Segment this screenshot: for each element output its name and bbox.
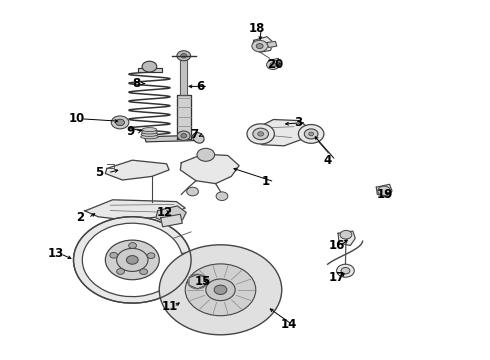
- Ellipse shape: [193, 132, 204, 143]
- Circle shape: [341, 267, 350, 274]
- Circle shape: [193, 278, 202, 285]
- Polygon shape: [145, 135, 201, 142]
- Polygon shape: [338, 231, 355, 246]
- Circle shape: [252, 40, 268, 52]
- Polygon shape: [180, 60, 187, 95]
- Circle shape: [197, 148, 215, 161]
- Circle shape: [110, 252, 118, 258]
- Text: 7: 7: [190, 129, 198, 141]
- Wedge shape: [74, 217, 190, 303]
- Ellipse shape: [141, 135, 158, 139]
- Polygon shape: [376, 184, 392, 197]
- Text: 8: 8: [132, 77, 141, 90]
- Circle shape: [129, 243, 137, 248]
- Circle shape: [105, 240, 159, 280]
- Polygon shape: [105, 160, 169, 180]
- Polygon shape: [189, 274, 206, 289]
- Text: 12: 12: [157, 206, 173, 219]
- Circle shape: [147, 253, 155, 258]
- Text: 6: 6: [196, 80, 204, 93]
- Ellipse shape: [141, 132, 158, 136]
- Circle shape: [304, 129, 318, 139]
- Circle shape: [258, 132, 264, 136]
- Polygon shape: [156, 206, 186, 224]
- Circle shape: [111, 116, 129, 129]
- Text: 1: 1: [262, 175, 270, 188]
- Circle shape: [181, 54, 187, 58]
- Circle shape: [253, 128, 269, 140]
- Circle shape: [117, 248, 148, 271]
- Polygon shape: [177, 95, 191, 139]
- Circle shape: [378, 186, 391, 195]
- Circle shape: [142, 61, 157, 72]
- Polygon shape: [180, 154, 239, 184]
- Text: 9: 9: [126, 125, 135, 138]
- Polygon shape: [250, 120, 311, 146]
- Polygon shape: [84, 200, 185, 220]
- Circle shape: [206, 279, 235, 301]
- Polygon shape: [161, 214, 182, 227]
- Text: 3: 3: [294, 116, 302, 129]
- Text: 2: 2: [76, 211, 84, 224]
- Text: 4: 4: [323, 154, 332, 167]
- Circle shape: [159, 245, 282, 335]
- Circle shape: [340, 230, 352, 239]
- Text: 14: 14: [280, 318, 296, 331]
- Polygon shape: [267, 41, 277, 48]
- Circle shape: [214, 285, 227, 294]
- Circle shape: [177, 131, 190, 140]
- Polygon shape: [267, 58, 280, 69]
- Circle shape: [298, 125, 324, 143]
- Text: 19: 19: [376, 188, 392, 201]
- Text: 10: 10: [69, 112, 85, 125]
- Text: 20: 20: [267, 58, 283, 71]
- Text: 15: 15: [195, 275, 211, 288]
- Circle shape: [126, 256, 138, 264]
- Circle shape: [116, 119, 124, 126]
- Text: 17: 17: [328, 271, 344, 284]
- Circle shape: [337, 264, 354, 277]
- Text: 5: 5: [96, 166, 104, 179]
- Circle shape: [309, 132, 314, 136]
- Polygon shape: [252, 37, 273, 52]
- Circle shape: [188, 274, 207, 289]
- Text: 16: 16: [328, 239, 344, 252]
- Circle shape: [187, 187, 198, 196]
- Circle shape: [270, 63, 276, 67]
- Ellipse shape: [142, 128, 157, 131]
- Circle shape: [181, 134, 187, 138]
- Circle shape: [117, 269, 124, 274]
- Text: 13: 13: [48, 247, 64, 260]
- Text: 11: 11: [162, 300, 178, 313]
- Circle shape: [256, 44, 263, 49]
- Circle shape: [177, 51, 191, 61]
- Circle shape: [247, 124, 274, 144]
- Circle shape: [185, 264, 256, 316]
- Text: 18: 18: [249, 22, 265, 35]
- Circle shape: [140, 269, 147, 275]
- Polygon shape: [138, 68, 162, 72]
- Ellipse shape: [142, 130, 157, 134]
- Circle shape: [267, 60, 279, 69]
- Circle shape: [216, 192, 228, 201]
